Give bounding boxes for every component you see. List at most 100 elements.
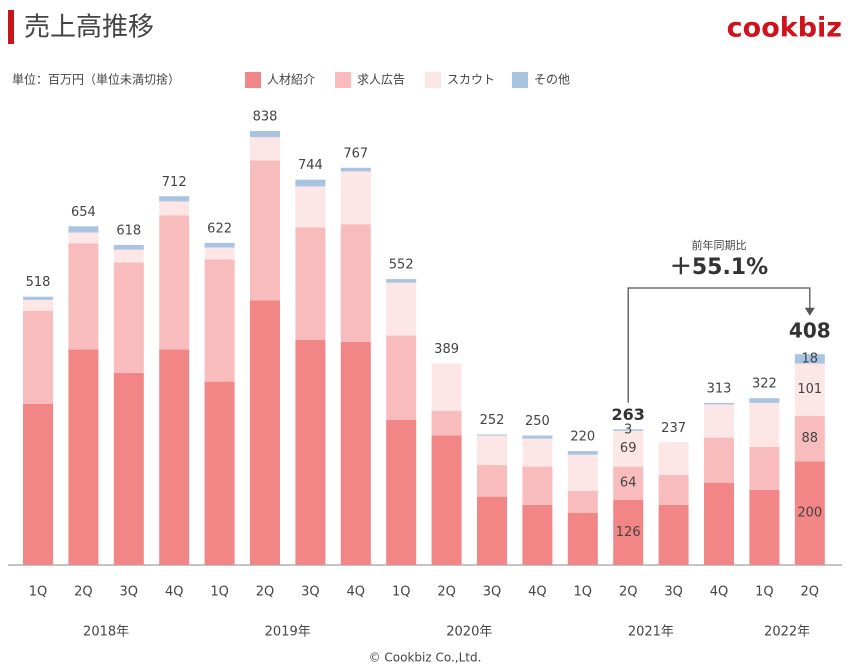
group-label: 2019年: [265, 625, 311, 640]
bar-segment: [613, 499, 644, 565]
bar-segment: [613, 430, 644, 467]
total-label: 263: [611, 405, 644, 424]
total-label: 618: [116, 223, 141, 238]
bar-segment: [250, 131, 280, 138]
bar-segment: [567, 454, 598, 491]
bar-segment: [522, 466, 553, 505]
bar-segment: [567, 512, 598, 565]
x-tick-label: 3Q: [664, 585, 683, 600]
total-label: 622: [207, 221, 232, 236]
bar-segment: [113, 262, 144, 373]
bar-segment: [386, 419, 417, 565]
bar-segment: [477, 465, 507, 497]
unit-note: 単位：百万円（単位未満切捨）: [12, 72, 180, 87]
bar-segment: [522, 438, 553, 467]
bar-segment: [704, 482, 734, 565]
total-label: 237: [661, 421, 686, 436]
x-tick-label: 4Q: [165, 585, 184, 600]
total-label: 322: [752, 377, 777, 392]
bar-segment: [749, 398, 780, 403]
x-tick-label: 2Q: [619, 585, 638, 600]
segment-label: 126: [616, 525, 641, 540]
bar-segment: [250, 160, 280, 301]
bar-segment: [431, 410, 462, 436]
group-label: 2021年: [628, 625, 674, 640]
x-tick-label: 1Q: [29, 585, 48, 600]
bar-segment: [477, 434, 507, 436]
total-label: 767: [343, 146, 368, 161]
bar-segment: [340, 341, 371, 565]
bar-segment: [295, 186, 326, 228]
title-accent: [8, 10, 14, 44]
bar-segment: [386, 282, 417, 336]
bar-segment: [250, 300, 280, 565]
total-label: 712: [162, 175, 187, 190]
x-tick-label: 2Q: [256, 585, 275, 600]
total-label: 313: [707, 381, 732, 396]
x-tick-label: 2Q: [437, 585, 456, 600]
bar-segment: [295, 339, 326, 565]
total-label: 654: [71, 205, 96, 220]
footer: © Cookbiz Co.,Ltd.: [369, 651, 482, 665]
legend-label: スカウト: [447, 73, 495, 87]
x-tick-label: 1Q: [210, 585, 229, 600]
bar-segment: [658, 442, 689, 475]
bar-segment: [749, 446, 780, 490]
legend-swatch: [335, 72, 351, 88]
bar-segment: [204, 242, 235, 248]
x-tick-label: 1Q: [392, 585, 411, 600]
x-tick-label: 2Q: [801, 585, 820, 600]
bar-segment: [794, 363, 825, 416]
total-label: 744: [298, 158, 323, 173]
bar-segment: [204, 381, 235, 565]
x-tick-label: 2Q: [74, 585, 93, 600]
x-tick-label: 1Q: [755, 585, 774, 600]
bar-segment: [522, 435, 553, 439]
legend-swatch: [425, 72, 441, 88]
logo: cookbiz: [727, 13, 842, 44]
bar-segment: [159, 215, 190, 350]
group-label: 2018年: [83, 625, 129, 640]
bar-segment: [340, 171, 371, 225]
x-tick-label: 4Q: [528, 585, 547, 600]
bar-segment: [159, 201, 190, 216]
bar-segment: [295, 227, 326, 340]
bar-segment: [704, 404, 734, 438]
bar-segment: [68, 243, 99, 350]
bar-segment: [23, 310, 53, 404]
total-label: 220: [570, 430, 595, 445]
legend-swatch: [512, 72, 528, 88]
bar-segment: [295, 179, 326, 187]
bar-segment: [204, 259, 235, 382]
bar-segment: [794, 461, 825, 565]
bar-segment: [567, 490, 598, 513]
bar-segment: [386, 279, 417, 283]
segment-label: 101: [797, 382, 822, 397]
group-label: 2020年: [446, 625, 492, 640]
chart-title: 売上高推移: [24, 13, 154, 43]
total-label: 389: [434, 342, 459, 357]
total-label: 552: [389, 258, 414, 273]
total-label: 408: [789, 319, 831, 343]
legend-label: 人材紹介: [267, 73, 315, 87]
bar-segment: [749, 402, 780, 447]
bar-segment: [431, 435, 462, 565]
bar-segment: [794, 354, 825, 364]
bar-segment: [340, 224, 371, 342]
bar-segment: [613, 466, 644, 500]
bar-segment: [522, 504, 553, 565]
legend-label: 求人広告: [357, 73, 405, 87]
bar-segment: [23, 299, 53, 311]
group-label: 2022年: [764, 625, 810, 640]
bar-segment: [23, 296, 53, 300]
bar-segment: [68, 226, 99, 233]
x-tick-label: 3Q: [120, 585, 139, 600]
x-tick-label: 1Q: [574, 585, 593, 600]
bar-segment: [431, 363, 462, 411]
bar-segment: [477, 435, 507, 466]
arrow-head: [804, 307, 815, 316]
bar-segment: [113, 244, 144, 250]
x-tick-label: 3Q: [483, 585, 502, 600]
bar-segment: [204, 247, 235, 260]
segment-label: 3: [624, 423, 632, 438]
